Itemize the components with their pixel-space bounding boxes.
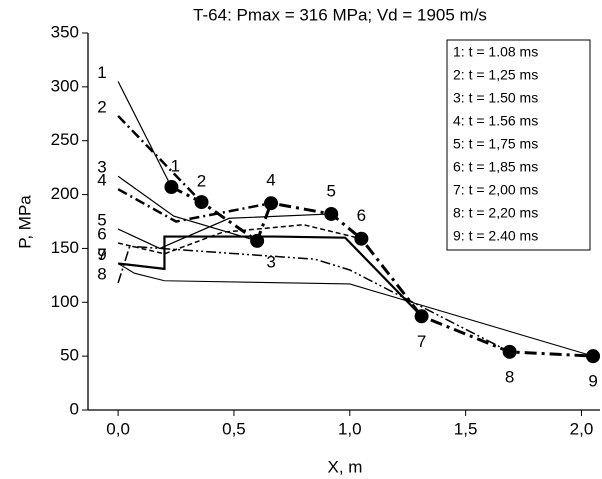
- curve-label: 7: [97, 245, 106, 264]
- peak-label: 5: [327, 181, 336, 200]
- peak-point: [250, 233, 265, 248]
- peak-point: [194, 195, 209, 210]
- series-line: [117, 81, 172, 188]
- y-axis-label: P, MPa: [15, 195, 34, 249]
- legend-label: 4: t = 1.56 ms: [453, 113, 538, 129]
- curve-label: 3: [97, 158, 106, 177]
- curve-label: 9: [97, 245, 106, 264]
- legend-label: 7: t = 2,00 ms: [453, 182, 538, 198]
- legend-label: 8: t = 2,20 ms: [453, 205, 538, 221]
- legend-label: 5: t = 1,75 ms: [453, 136, 538, 152]
- peak-point: [354, 231, 369, 246]
- series-line: [117, 245, 510, 353]
- series-line: [117, 235, 423, 318]
- y-tick-label: 150: [51, 238, 79, 257]
- y-tick-label: 200: [51, 184, 79, 203]
- y-tick-label: 300: [51, 76, 79, 95]
- y-tick-label: 350: [51, 22, 79, 41]
- x-axis-label: X, m: [328, 457, 363, 476]
- x-tick-label: 0,0: [106, 419, 130, 438]
- x-tick-label: 2,0: [570, 419, 594, 438]
- peak-point: [264, 196, 279, 211]
- series-line: [117, 223, 362, 255]
- curve-label: 4: [97, 171, 106, 190]
- peak-point: [586, 349, 601, 364]
- x-tick-label: 1,5: [454, 419, 478, 438]
- y-tick-label: 0: [70, 399, 79, 418]
- peak-label: 2: [197, 172, 206, 191]
- legend-label: 3: t = 1.50 ms: [453, 90, 538, 106]
- peak-point: [502, 344, 517, 359]
- curve-label: 5: [97, 211, 106, 230]
- x-tick-label: 1,0: [338, 419, 362, 438]
- curve-label: 6: [97, 225, 106, 244]
- legend-label: 6: t = 1,85 ms: [453, 159, 538, 175]
- peak-label: 7: [417, 332, 426, 351]
- curve-label: 2: [97, 97, 106, 116]
- curve-label: 8: [97, 264, 106, 283]
- series-line: [117, 263, 594, 357]
- peak-point: [414, 309, 429, 324]
- legend-label: 2: t = 1,25 ms: [453, 67, 538, 83]
- x-tick-label: 0,5: [222, 419, 246, 438]
- peak-point: [164, 180, 179, 195]
- peak-label: 3: [266, 252, 275, 271]
- peak-label: 6: [357, 206, 366, 225]
- legend-label: 9: t = 2.40 ms: [453, 228, 538, 244]
- peak-label: 9: [588, 372, 597, 391]
- series-line: [117, 213, 332, 250]
- curve-label: 1: [97, 63, 106, 82]
- peak-point: [324, 206, 339, 221]
- chart-title: T-64: Pmax = 316 MPa; Vd = 1905 m/s: [193, 5, 487, 24]
- peak-label: 8: [505, 367, 514, 386]
- legend-box: [446, 39, 591, 251]
- series-line: [117, 188, 272, 223]
- series-line: [117, 175, 258, 242]
- series-line: [117, 115, 203, 203]
- legend-label: 1: t = 1.08 ms: [453, 44, 538, 60]
- y-tick-label: 250: [51, 130, 79, 149]
- peak-label: 1: [171, 157, 180, 176]
- peak-label: 4: [266, 171, 275, 190]
- y-tick-label: 100: [51, 292, 79, 311]
- y-tick-label: 50: [60, 346, 79, 365]
